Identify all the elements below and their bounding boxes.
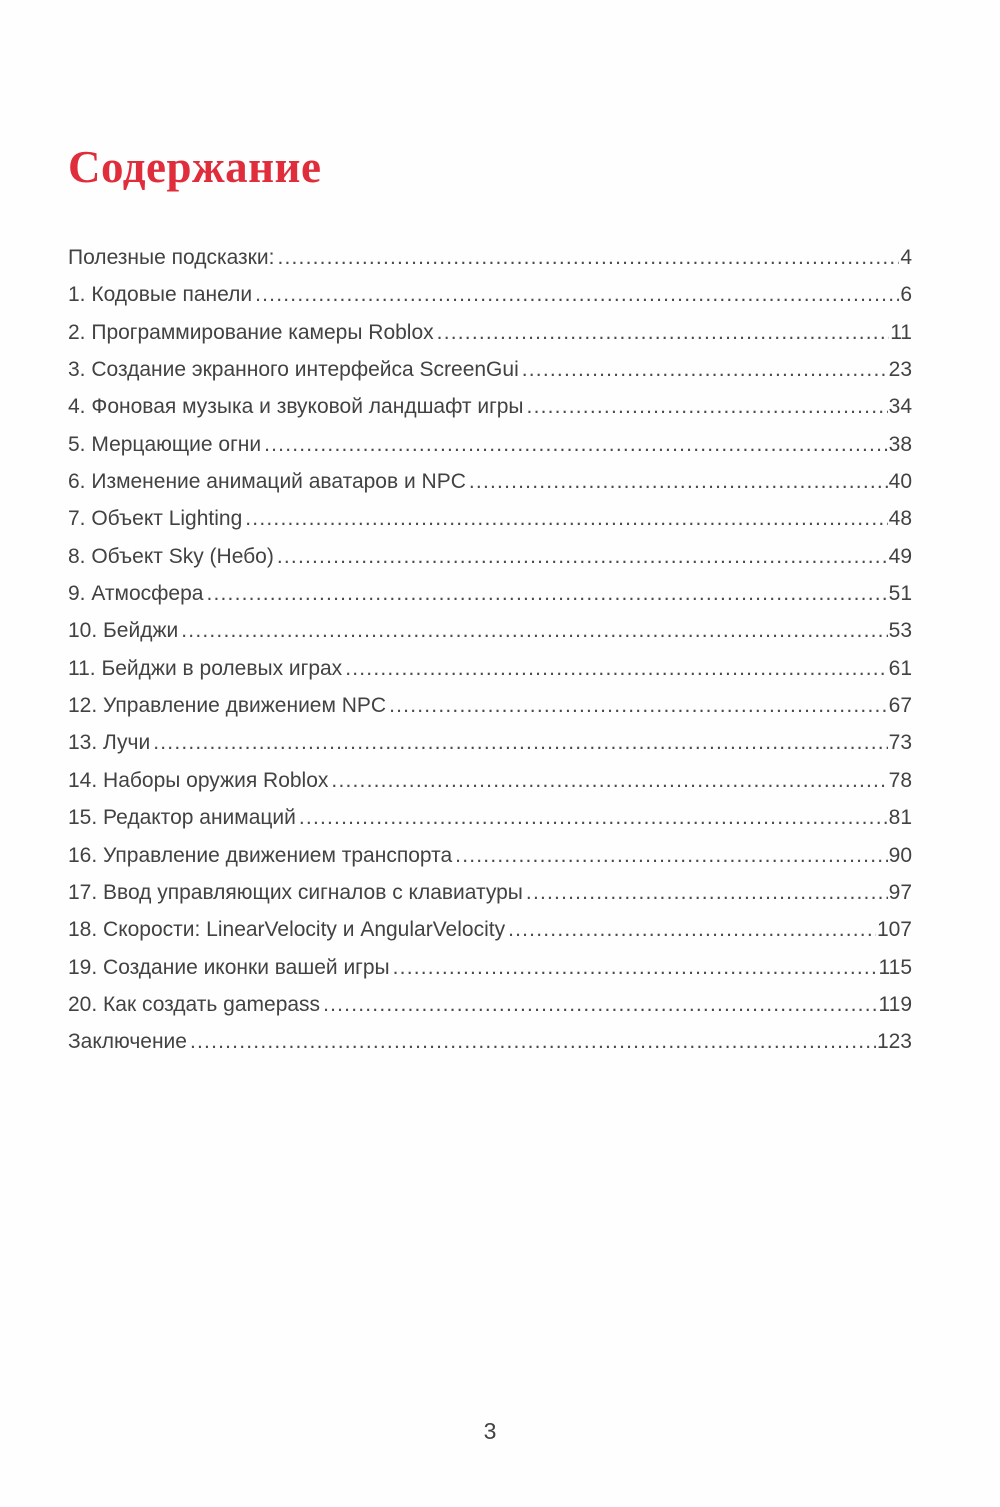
dot-leader xyxy=(434,314,890,351)
toc-entry: 7. Объект Lighting 48 xyxy=(68,500,912,537)
toc-entry-page: 23 xyxy=(888,358,912,382)
toc-entry-page: 11 xyxy=(890,320,912,344)
toc-entry: 15. Редактор анимаций 81 xyxy=(68,799,912,836)
dot-leader xyxy=(505,911,876,948)
toc-entry: 4. Фоновая музыка и звуковой ландшафт иг… xyxy=(68,388,912,425)
toc-entry: 19. Создание иконки вашей игры 115 xyxy=(68,949,912,986)
toc-entry-page: 34 xyxy=(888,395,912,419)
toc-entry-label: 11. Бейджи в ролевых играх xyxy=(68,656,343,680)
toc-entry-page: 6 xyxy=(900,283,912,307)
toc-entry-page: 123 xyxy=(876,1030,912,1054)
toc-entry-label: 18. Скорости: LinearVelocity и AngularVe… xyxy=(68,918,506,942)
page-title: Содержание xyxy=(68,142,322,192)
toc-entry-page: 38 xyxy=(888,432,912,456)
dot-leader xyxy=(524,388,888,425)
dot-leader xyxy=(320,986,877,1023)
toc-entry-page: 51 xyxy=(888,582,912,606)
toc-entry-page: 119 xyxy=(878,992,912,1016)
toc-entry-page: 78 xyxy=(888,768,912,792)
toc-entry-page: 53 xyxy=(888,619,912,643)
toc-entry: 8. Объект Sky (Небо) 49 xyxy=(68,538,912,575)
toc-entry-label: 13. Лучи xyxy=(68,731,151,755)
toc-entry-page: 49 xyxy=(888,544,912,568)
toc-entry-label: 2. Программирование камеры Roblox xyxy=(68,320,434,344)
dot-leader xyxy=(150,724,887,761)
page-number: 3 xyxy=(483,1418,497,1444)
dot-leader xyxy=(203,575,887,612)
toc-entry: 3. Создание экранного интерфейса ScreenG… xyxy=(68,351,912,388)
toc-entry-label: 1. Кодовые панели xyxy=(68,283,253,307)
toc-entry-label: 12. Управление движением NPC xyxy=(68,694,387,718)
dot-leader xyxy=(187,1023,876,1060)
toc-entry-label: 19. Создание иконки вашей игры xyxy=(68,955,390,979)
toc-entry-page: 97 xyxy=(888,880,912,904)
toc-entry-page: 67 xyxy=(888,694,912,718)
toc-entry-page: 81 xyxy=(888,806,912,830)
toc-entry: 20. Как создать gamepass 119 xyxy=(68,986,912,1023)
toc-entry: 5. Мерцающие огни 38 xyxy=(68,426,912,463)
dot-leader xyxy=(242,500,887,537)
toc-entry-label: 16. Управление движением транспорта xyxy=(68,843,453,867)
dot-leader xyxy=(328,762,887,799)
toc-entry-label: 4. Фоновая музыка и звуковой ландшафт иг… xyxy=(68,395,524,419)
toc-entry: 9. Атмосфера 51 xyxy=(68,575,912,612)
dot-leader xyxy=(523,874,888,911)
dot-leader xyxy=(519,351,888,388)
dot-leader xyxy=(342,650,887,687)
toc-entry-page: 90 xyxy=(888,843,912,867)
dot-leader xyxy=(386,687,888,724)
toc-entry-label: 9. Атмосфера xyxy=(68,582,204,606)
toc-entry-page: 115 xyxy=(878,955,912,979)
dot-leader xyxy=(274,239,899,276)
toc-entry-label: 17. Ввод управляющих сигналов с клавиату… xyxy=(68,880,523,904)
dot-leader xyxy=(452,837,887,874)
toc-entry-label: 20. Как создать gamepass xyxy=(68,992,321,1016)
toc-entry-label: 3. Создание экранного интерфейса ScreenG… xyxy=(68,358,519,382)
toc-entry: 13. Лучи 73 xyxy=(68,724,912,761)
toc-entry: 10. Бейджи 53 xyxy=(68,612,912,649)
toc-entry: 14. Наборы оружия Roblox 78 xyxy=(68,762,912,799)
toc-entry: 2. Программирование камеры Roblox 11 xyxy=(68,314,912,351)
dot-leader xyxy=(466,463,888,500)
toc-entry-label: 7. Объект Lighting xyxy=(68,507,243,531)
toc-entry: 1. Кодовые панели 6 xyxy=(68,276,912,313)
toc-entry: 11. Бейджи в ролевых играх 61 xyxy=(68,650,912,687)
dot-leader xyxy=(390,949,878,986)
toc-entry: 16. Управление движением транспорта 90 xyxy=(68,837,912,874)
toc-entry-label: Полезные подсказки: xyxy=(68,246,275,269)
dot-leader xyxy=(261,426,888,463)
toc-entry-page: 61 xyxy=(888,656,912,680)
dot-leader xyxy=(296,799,888,836)
toc-entry-label: Заключение xyxy=(68,1030,187,1054)
toc-entry-label: 15. Редактор анимаций xyxy=(68,806,296,830)
toc-entry: 6. Изменение анимаций аватаров и NPC 40 xyxy=(68,463,912,500)
dot-leader xyxy=(252,276,899,313)
toc-entry-page: 4 xyxy=(900,246,912,269)
dot-leader xyxy=(274,538,888,575)
dot-leader xyxy=(178,612,887,649)
toc-entry-label: 10. Бейджи xyxy=(68,619,179,643)
toc-entry: Заключение 123 xyxy=(68,1023,912,1060)
toc-entry-label: 8. Объект Sky (Небо) xyxy=(68,544,274,568)
toc-entry: 12. Управление движением NPC 67 xyxy=(68,687,912,724)
toc-entry-page: 48 xyxy=(888,507,912,531)
toc-entry-label: 5. Мерцающие огни xyxy=(68,432,262,456)
toc-list: Полезные подсказки: 4 1. Кодовые панели … xyxy=(68,239,912,1061)
toc-entry-label: 14. Наборы оружия Roblox xyxy=(68,768,329,792)
toc-entry: Полезные подсказки: 4 xyxy=(68,239,912,276)
toc-entry-page: 73 xyxy=(888,731,912,755)
toc-entry: 18. Скорости: LinearVelocity и AngularVe… xyxy=(68,911,912,948)
toc-entry-label: 6. Изменение анимаций аватаров и NPC xyxy=(68,470,466,494)
toc-entry-page: 40 xyxy=(888,470,912,494)
toc-entry: 17. Ввод управляющих сигналов с клавиату… xyxy=(68,874,912,911)
toc-entry-page: 107 xyxy=(876,918,912,942)
